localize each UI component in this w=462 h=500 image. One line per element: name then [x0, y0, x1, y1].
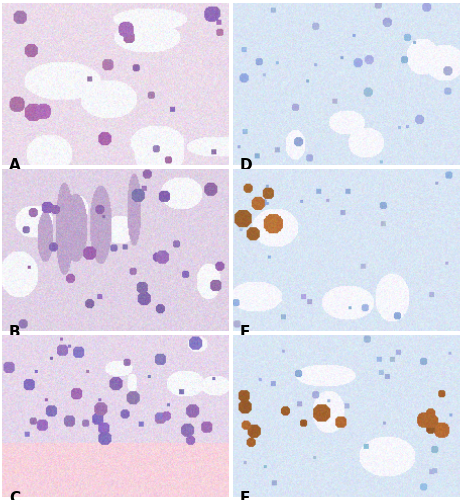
- Text: F: F: [240, 491, 250, 500]
- Text: A: A: [9, 158, 21, 174]
- Text: B: B: [9, 324, 21, 340]
- Text: D: D: [240, 158, 252, 174]
- Text: E: E: [240, 324, 250, 340]
- Text: C: C: [9, 491, 20, 500]
